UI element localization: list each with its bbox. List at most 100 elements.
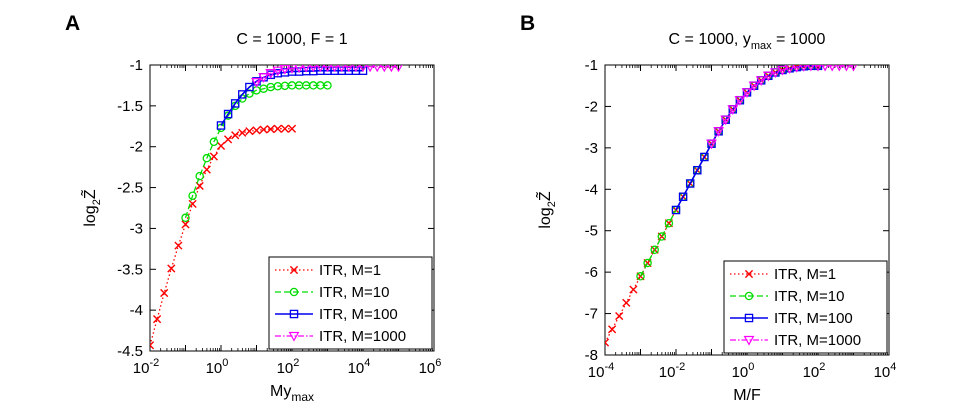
x-tick-label: 102: [277, 357, 300, 377]
data-point: [323, 81, 332, 90]
data-point: [272, 66, 284, 77]
data-point: [784, 65, 795, 74]
data-point: [330, 65, 339, 73]
data-point: [188, 191, 197, 200]
data-point: [160, 288, 169, 298]
data-point: [265, 69, 277, 79]
data-point: [209, 137, 219, 147]
x-tick-base: 10: [277, 360, 294, 377]
data-point: [150, 341, 155, 350]
data-point: [181, 213, 190, 223]
data-point: [230, 99, 240, 108]
data-point: [251, 78, 262, 88]
data-point: [744, 291, 754, 301]
x-tick-exponent: 2: [819, 361, 825, 373]
y-axis-label: log2Z̃: [79, 189, 103, 226]
data-point: [842, 65, 850, 72]
data-point: [195, 171, 204, 181]
data-point: [280, 124, 289, 133]
y-tick-label: -1.5: [117, 98, 143, 115]
chart-title-tail: = 1000: [772, 31, 826, 48]
data-point: [387, 65, 396, 73]
series-line: [675, 65, 818, 211]
x-tick-base: 10: [348, 360, 365, 377]
legend-label: ITR, M=100: [319, 306, 398, 323]
x-tick-label: 10-2: [659, 361, 685, 381]
data-point: [706, 139, 717, 150]
x-tick-exponent: 6: [435, 357, 441, 369]
data-point: [238, 90, 247, 99]
y-axis-label-sub: 2: [546, 201, 558, 207]
data-point: [685, 179, 695, 188]
data-point: [643, 258, 652, 268]
data-point: [259, 125, 268, 134]
legend-label: ITR, M=10: [774, 288, 844, 305]
data-point: [380, 65, 389, 73]
y-tick-label: -2: [130, 139, 143, 156]
x-tick-base: 10: [732, 364, 749, 381]
data-point: [814, 65, 822, 72]
data-point: [301, 65, 311, 73]
data-point: [323, 65, 332, 73]
y-tick-label: -8: [585, 347, 598, 364]
data-point: [223, 109, 233, 119]
data-point: [188, 199, 197, 209]
data-point: [664, 219, 674, 228]
data-point: [258, 73, 270, 83]
x-tick-exponent: -2: [149, 357, 159, 369]
data-point: [231, 131, 240, 140]
data-point: [727, 105, 739, 115]
chart-title-main: C = 1000, y: [669, 31, 751, 48]
series-line: [639, 65, 818, 277]
series-group: [150, 65, 403, 350]
x-axis-label-main: My: [270, 383, 291, 400]
series-line: [710, 65, 854, 145]
data-point: [849, 65, 858, 72]
data-point: [294, 65, 304, 74]
data-point: [174, 241, 183, 250]
x-axis-label-main: M/F: [733, 387, 761, 404]
data-point: [828, 65, 836, 72]
x-tick-base: 10: [206, 360, 223, 377]
y-tick-label: -2: [585, 98, 598, 115]
x-tick-base: 10: [588, 364, 605, 381]
x-axis-label: Mymax: [270, 383, 314, 404]
x-tick-base: 10: [133, 360, 150, 377]
data-point: [748, 81, 760, 92]
data-point: [209, 152, 218, 161]
data-point: [734, 96, 746, 106]
data-point: [755, 76, 767, 86]
data-point: [153, 315, 162, 324]
y-tick-label: -4: [585, 181, 598, 198]
y-tick-label: -4.5: [117, 343, 143, 360]
data-point: [224, 135, 233, 144]
x-tick-label: 100: [732, 361, 755, 381]
data-point: [358, 65, 368, 73]
data-point: [287, 65, 297, 74]
data-point: [279, 65, 291, 75]
series-line: [184, 84, 328, 218]
x-tick-label: 100: [206, 357, 229, 377]
chart-title-sub: max: [751, 40, 772, 52]
data-point: [807, 65, 815, 72]
x-tick-base: 10: [419, 360, 436, 377]
chart-title: C = 1000, ymax = 1000: [669, 31, 826, 52]
data-point: [636, 272, 645, 281]
y-tick-label: -7: [585, 306, 598, 323]
chart-title: C = 1000, F = 1: [236, 31, 347, 48]
y-axis-label-log: log: [537, 207, 554, 228]
x-tick-exponent: 4: [364, 357, 370, 369]
data-point: [316, 65, 325, 73]
data-point: [671, 205, 681, 215]
data-point: [608, 325, 617, 334]
x-tick-base: 10: [803, 364, 820, 381]
data-point: [245, 82, 254, 92]
legend-label: ITR, M=1: [774, 266, 836, 283]
data-point: [792, 65, 801, 73]
y-tick-label: -4: [130, 302, 143, 319]
y-tick-label: -5: [585, 223, 598, 240]
data-point: [605, 338, 610, 347]
data-point: [373, 65, 382, 73]
data-point: [741, 88, 753, 98]
